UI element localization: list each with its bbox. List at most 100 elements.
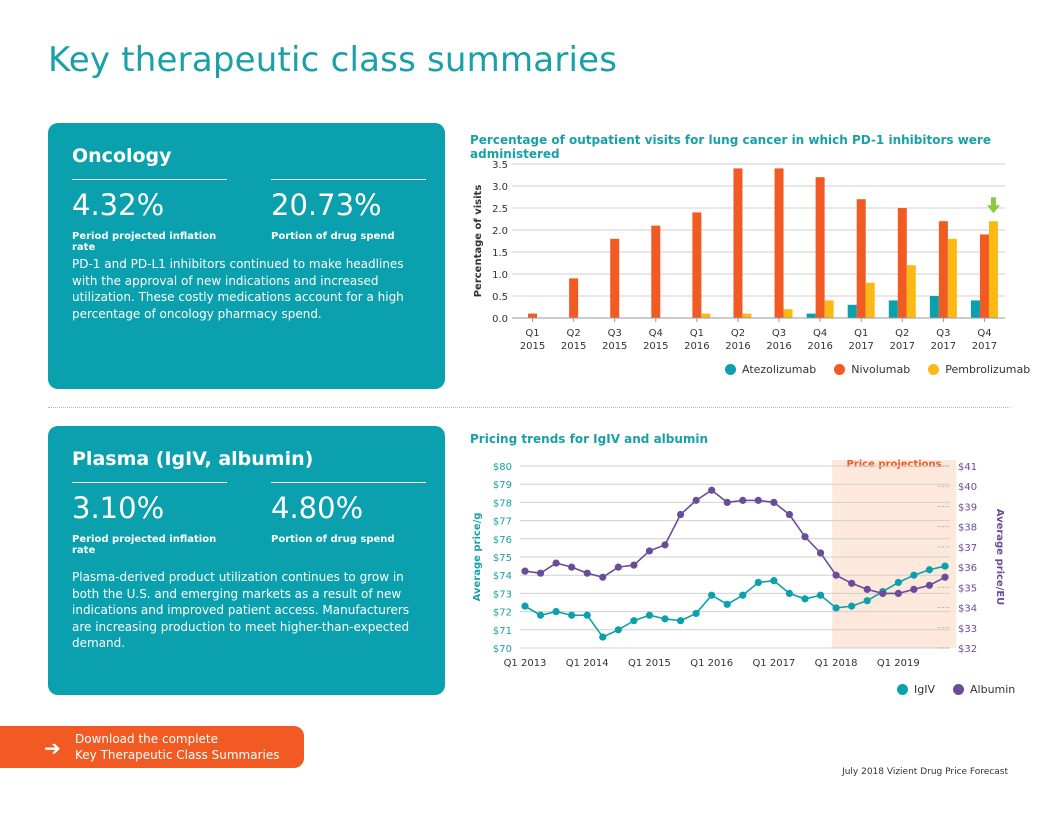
- chart2-right-tick-label: $39: [958, 502, 977, 513]
- chart1-legend: Atezolizumab Nivolumab Pembrolizumab: [725, 363, 1030, 376]
- chart2-right-tick-label: $40: [958, 482, 977, 493]
- bar-nivolumab-q3-2015: [610, 238, 620, 318]
- oncology-inflation-value: 4.32%: [72, 188, 165, 222]
- point-albumin: [552, 559, 560, 567]
- point-albumin: [614, 563, 622, 571]
- chart2-left-tick-label: $78: [493, 498, 512, 509]
- chart2-xtick-label: Q1 2014: [566, 658, 609, 669]
- oncology-inflation-label: Period projected inflation rate: [72, 231, 217, 253]
- chart1-xtick-quarter: Q1: [525, 328, 539, 339]
- chart2-xtick-label: Q1 2015: [628, 658, 671, 669]
- plasma-inflation-value: 3.10%: [72, 491, 165, 525]
- point-igiv: [910, 571, 918, 579]
- chart1-ylabel: Percentage of visits: [473, 185, 484, 298]
- chart2-right-tick-label: $37: [958, 543, 977, 554]
- bar-atezolizumab-q2-2017: [888, 300, 898, 318]
- line-igiv: [524, 565, 946, 639]
- chart1-xtick-year: 2015: [602, 341, 627, 352]
- point-albumin: [645, 547, 654, 555]
- bar-nivolumab-q2-2017: [897, 208, 907, 318]
- legend-pembrolizumab: Pembrolizumab: [928, 363, 1030, 376]
- point-igiv: [708, 591, 716, 599]
- bar-atezolizumab-q3-2017: [929, 296, 939, 318]
- point-igiv: [832, 604, 840, 612]
- chart1-xtick-year: 2015: [643, 341, 668, 352]
- footer-text: July 2018 Vizient Drug Price Forecast: [842, 767, 1008, 777]
- chart1-ytick-label: 2.0: [492, 226, 508, 237]
- legend-igiv-label: IgIV: [914, 683, 935, 696]
- point-igiv: [536, 611, 545, 619]
- point-igiv: [552, 608, 560, 616]
- legend-albumin-label: Albumin: [970, 683, 1016, 696]
- point-albumin: [801, 533, 809, 541]
- point-albumin: [879, 589, 887, 597]
- chart1-xtick-quarter: Q1: [854, 328, 868, 339]
- bar-nivolumab-q4-2017: [979, 234, 989, 318]
- chart2-title: Pricing trends for IgIV and albumin: [470, 432, 709, 446]
- legend-atezolizumab-label: Atezolizumab: [742, 363, 817, 376]
- plasma-card: Plasma (IgIV, albumin) 3.10% Period proj…: [48, 426, 445, 695]
- pd1-bar-chart: 0.0 0.5 1.0 1.5 2.0 2.5 3.0 3.5 Percentage of vi…: [473, 160, 1005, 352]
- plasma-spend-value: 4.80%: [271, 491, 364, 525]
- bar-nivolumab-q1-2017: [856, 199, 866, 318]
- chart1-xtick-year: 2017: [931, 341, 956, 352]
- legend-nivolumab-swatch: [834, 364, 846, 375]
- chart2-legend: IgIV Albumin: [897, 683, 1015, 696]
- bar-pembrolizumab-q3-2016: [783, 309, 793, 318]
- bar-nivolumab-q4-2016: [815, 177, 825, 318]
- chart2-right-tick-label: $34: [958, 604, 977, 615]
- point-albumin: [568, 563, 576, 571]
- chart1-ytick-label: 0.0: [492, 314, 508, 325]
- point-albumin: [941, 573, 949, 581]
- bar-pembrolizumab-q4-2017: [988, 221, 998, 318]
- igiv-albumin-line-chart: Price projections $70 $71 $72 $73 $74 $75 $76 $7…: [472, 459, 1005, 669]
- chart1-xtick-quarter: Q2: [567, 328, 581, 339]
- plasma-inflation-label: Period projected inflation rate: [72, 534, 217, 556]
- bar-pembrolizumab-q2-2017: [906, 265, 916, 318]
- point-albumin: [676, 510, 685, 519]
- chart1-xtick-year: 2017: [890, 341, 915, 352]
- bar-nivolumab-q4-2015: [651, 225, 661, 318]
- chart1-xtick-quarter: Q4: [977, 328, 991, 339]
- point-albumin: [925, 581, 934, 589]
- chart1-ytick-label: 1.5: [492, 248, 508, 259]
- bar-atezolizumab-q1-2017: [847, 304, 857, 318]
- chart2-xtick-label: Q1 2018: [815, 658, 858, 669]
- point-igiv: [785, 589, 794, 597]
- legend-pembrolizumab-swatch: [928, 364, 940, 375]
- chart2-left-tick-label: $80: [493, 462, 512, 473]
- chart2-xtick-label: Q1 2019: [877, 658, 920, 669]
- plasma-spend-label: Portion of drug spend: [271, 534, 395, 545]
- page-title: Key therapeutic class summaries: [48, 40, 618, 80]
- chart2-right-tick-label: $32: [958, 644, 977, 655]
- projection-shade: [832, 460, 956, 648]
- oncology-card: Oncology 4.32% Period projected inflatio…: [48, 123, 445, 389]
- section-divider: [48, 407, 1010, 408]
- chart2-left-tick-label: $72: [493, 608, 512, 619]
- point-albumin: [785, 510, 794, 519]
- oncology-spend-value: 20.73%: [271, 188, 382, 222]
- chart1-xtick-year: 2015: [520, 341, 545, 352]
- point-igiv: [583, 611, 591, 619]
- point-albumin: [770, 498, 778, 506]
- chart2-left-axis-label: Average price/g: [472, 513, 483, 602]
- download-summaries-button[interactable]: ➔ Download the complete Key Therapeutic …: [0, 726, 304, 768]
- chart1-xtick-year: 2016: [725, 341, 750, 352]
- chart2-right-axis-label: Average price/EU: [994, 509, 1005, 606]
- bar-nivolumab-q1-2015: [528, 313, 538, 318]
- bar-pembrolizumab-q4-2016: [824, 300, 834, 318]
- legend-albumin: Albumin: [953, 683, 1015, 696]
- point-igiv: [739, 591, 747, 599]
- point-igiv: [661, 615, 669, 623]
- chart1-xtick-quarter: Q3: [772, 328, 786, 339]
- bar-pembrolizumab-q2-2016: [742, 313, 752, 318]
- chart2-right-tick-label: $33: [958, 624, 977, 635]
- down-arrow-icon: [986, 197, 1000, 214]
- chart1-ytick-label: 2.5: [492, 204, 508, 215]
- bar-nivolumab-q3-2017: [938, 221, 948, 318]
- projection-label: Price projections: [846, 459, 941, 470]
- chart1-ytick-label: 0.5: [492, 292, 508, 303]
- point-albumin: [723, 498, 731, 506]
- chart2-left-tick-label: $79: [493, 480, 512, 491]
- point-albumin: [630, 561, 638, 569]
